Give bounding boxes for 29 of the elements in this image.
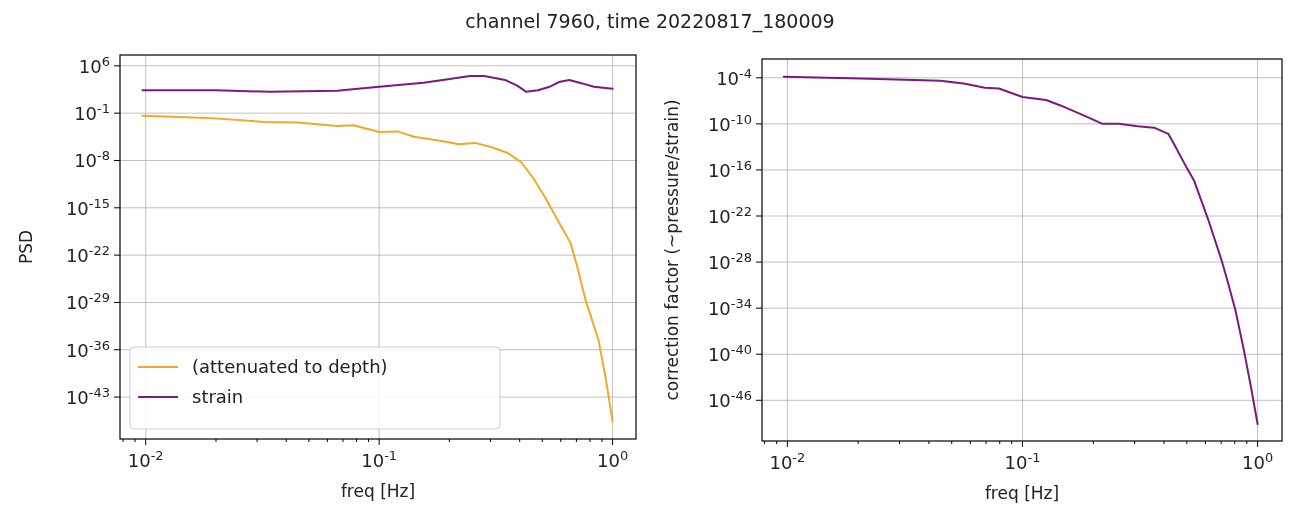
- y-tick-label: 10$^{-22}$: [65, 242, 110, 267]
- y-tick-label: 10$^{-22}$: [707, 203, 752, 228]
- y-axis-title: correction factor (~pressure/strain): [662, 99, 682, 401]
- x-tick-label: 10$^{-1}$: [361, 447, 398, 471]
- y-tick-label: 10$^{-15}$: [65, 195, 110, 219]
- y-tick-label: 10$^{-43}$: [65, 384, 110, 409]
- legend-label: (attenuated to depth): [192, 356, 388, 377]
- x-tick-label: 10$^{-2}$: [769, 449, 806, 473]
- x-tick-label: 10$^{-2}$: [127, 447, 164, 471]
- x-axis-title: freq [Hz]: [340, 481, 416, 501]
- legend-label: strain: [192, 386, 244, 407]
- y-tick-label: 10$^{-8}$: [74, 147, 110, 172]
- y-tick-label: 10$^{-36}$: [65, 337, 110, 361]
- y-tick-label: 10$^{-40}$: [707, 341, 752, 366]
- y-tick-label: 10$^{-28}$: [707, 249, 752, 274]
- y-tick-label: 10$^{-4}$: [716, 65, 752, 89]
- y-tick-label: 10$^{-29}$: [65, 289, 110, 314]
- y-tick-label: 10$^{-46}$: [707, 387, 752, 412]
- y-tick-label: 10$^{6}$: [78, 53, 110, 77]
- x-tick-label: 10$^{0}$: [596, 447, 629, 471]
- x-tick-label: 10$^{0}$: [1242, 449, 1274, 473]
- y-tick-label: 10$^{-1}$: [74, 100, 110, 125]
- x-tick-label: 10$^{-1}$: [1004, 449, 1041, 473]
- y-axis-title: PSD: [16, 229, 36, 265]
- y-tick-label: 10$^{-10}$: [707, 111, 752, 135]
- x-axis-title: freq [Hz]: [984, 483, 1060, 503]
- y-tick-label: 10$^{-16}$: [707, 157, 752, 181]
- chart-title: channel 7960, time 20220817_180009: [465, 10, 835, 33]
- y-tick-label: 10$^{-34}$: [707, 295, 752, 320]
